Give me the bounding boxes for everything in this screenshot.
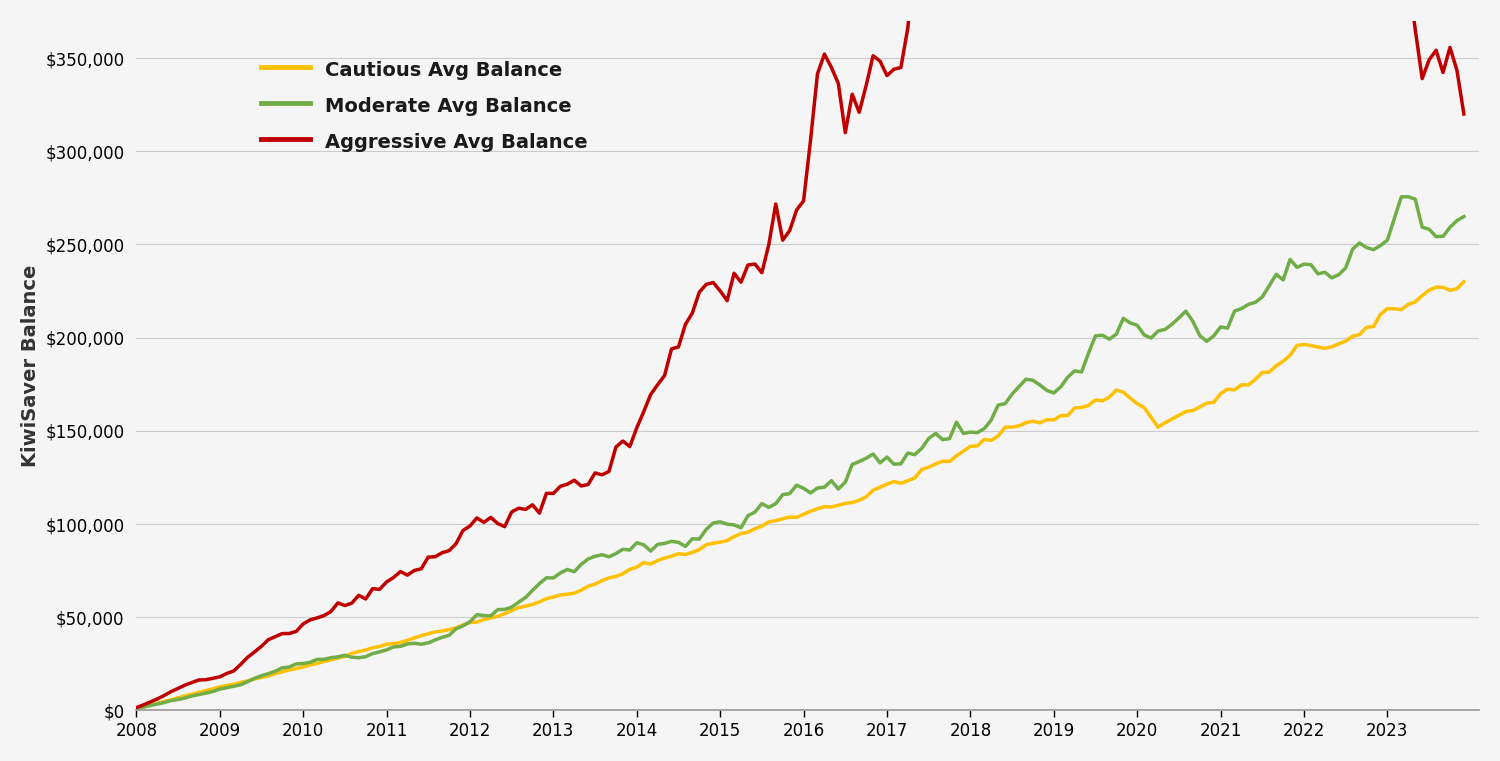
Cautious Avg Balance (676, 550, 694, 559)
Moderate Avg Balance (962, 428, 980, 437)
Aggressive Avg Balance (795, 196, 813, 205)
Moderate Avg Balance (1455, 212, 1473, 221)
Line: Aggressive Avg Balance: Aggressive Avg Balance (136, 0, 1464, 708)
Cautious Avg Balance (795, 510, 813, 519)
Line: Moderate Avg Balance: Moderate Avg Balance (136, 197, 1464, 708)
Y-axis label: KiwiSaver Balance: KiwiSaver Balance (21, 264, 40, 466)
Moderate Avg Balance (795, 484, 813, 493)
Moderate Avg Balance (676, 542, 694, 551)
Aggressive Avg Balance (1455, 110, 1473, 119)
Aggressive Avg Balance (663, 344, 681, 353)
Cautious Avg Balance (128, 704, 146, 713)
Legend: Cautious Avg Balance, Moderate Avg Balance, Aggressive Avg Balance: Cautious Avg Balance, Moderate Avg Balan… (254, 51, 596, 160)
Cautious Avg Balance (962, 441, 980, 451)
Aggressive Avg Balance (885, 65, 903, 74)
Aggressive Avg Balance (128, 703, 146, 712)
Cautious Avg Balance (663, 552, 681, 561)
Aggressive Avg Balance (286, 627, 304, 636)
Moderate Avg Balance (663, 537, 681, 546)
Line: Cautious Avg Balance: Cautious Avg Balance (136, 282, 1464, 708)
Cautious Avg Balance (1455, 277, 1473, 286)
Aggressive Avg Balance (676, 320, 694, 329)
Moderate Avg Balance (885, 460, 903, 469)
Moderate Avg Balance (128, 704, 146, 713)
Cautious Avg Balance (885, 477, 903, 486)
Moderate Avg Balance (286, 659, 304, 668)
Moderate Avg Balance (1400, 193, 1417, 202)
Cautious Avg Balance (286, 664, 304, 673)
